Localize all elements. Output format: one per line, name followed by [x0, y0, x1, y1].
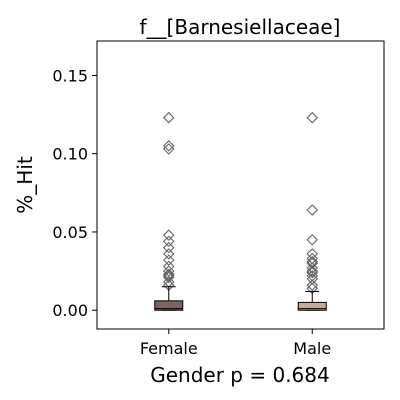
box-group-male: [297, 111, 327, 311]
outlier-point: [306, 265, 319, 277]
x-tick-label: Male: [293, 339, 331, 358]
outlier-point: [306, 111, 319, 124]
box-body: [154, 300, 184, 311]
outlier-point: [162, 241, 175, 254]
outlier-point: [162, 268, 175, 280]
outlier-point: [306, 279, 319, 291]
outlier-point: [306, 204, 319, 216]
plot-frame: [96, 40, 385, 330]
axes: 0.00 0.05 0.10 0.15 Female Male: [52, 40, 385, 358]
outlier-point: [162, 143, 175, 155]
outlier-point: [162, 271, 175, 284]
outlier-point: [162, 229, 175, 241]
y-tick-label: 0.10: [52, 145, 88, 164]
outlier-point: [162, 235, 175, 248]
outlier-point: [162, 265, 175, 277]
y-tick-label: 0.00: [52, 301, 88, 320]
outlier-point: [306, 234, 319, 246]
outlier-point: [162, 111, 175, 124]
outlier-point: [162, 140, 175, 152]
x-tick-label: Female: [140, 339, 198, 358]
outlier-point: [306, 262, 319, 274]
y-tick-label: 0.05: [52, 223, 88, 242]
box-body: [297, 301, 327, 311]
plot-area: [154, 111, 327, 311]
outlier-point: [162, 254, 175, 266]
x-axis-label: Gender p = 0.684: [150, 363, 329, 387]
y-axis-label: %_Hit: [13, 156, 37, 214]
chart-title: f__[Barnesiellaceae]: [140, 15, 341, 39]
y-tick-label: 0.15: [52, 66, 88, 85]
box-group-female: [154, 111, 184, 311]
outlier-point: [162, 248, 175, 260]
outlier-point: [306, 266, 319, 279]
